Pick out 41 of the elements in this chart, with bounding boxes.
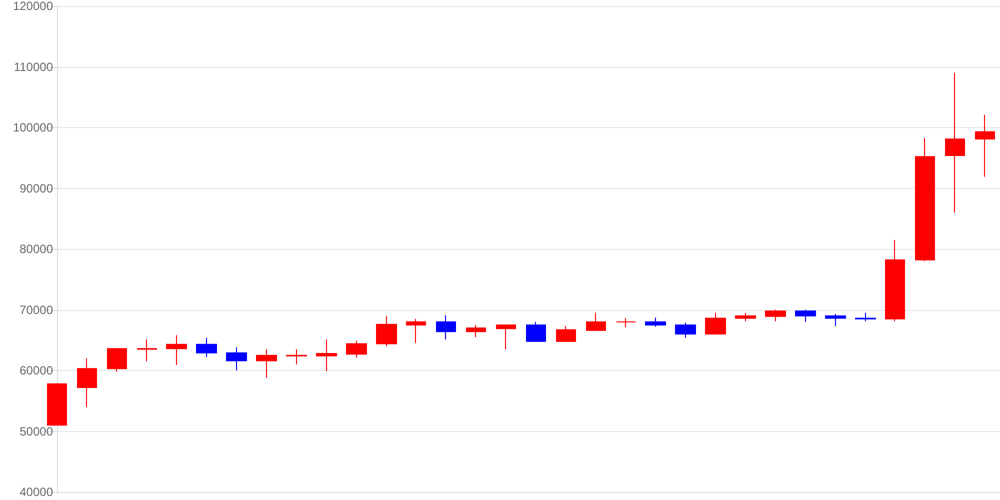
candlestick: [466, 324, 486, 338]
candlestick: [526, 321, 546, 342]
candlestick: [196, 337, 217, 358]
y-tick-label: 70000: [20, 302, 54, 317]
candlestick: [586, 312, 606, 332]
candlestick: [975, 114, 995, 178]
candlestick: [645, 317, 666, 328]
y-tick-label: 110000: [14, 60, 54, 74]
candlestick: [226, 346, 247, 371]
candlestick: [137, 339, 157, 362]
y-tick-label: 40000: [20, 485, 54, 499]
candlestick: [705, 312, 726, 335]
y-tick-label: 100000: [12, 120, 54, 134]
candlestick: [825, 314, 846, 327]
candlestick: [107, 348, 127, 372]
candlestick: [735, 312, 756, 322]
candlestick: [945, 72, 965, 214]
candlestick: [346, 340, 367, 358]
candlestick: [406, 318, 426, 344]
candlestick: [496, 324, 516, 350]
y-tick-label: 60000: [20, 364, 54, 378]
y-tick-label: 90000: [20, 181, 54, 196]
candlestick: [316, 339, 337, 372]
candlestick: [915, 137, 935, 262]
candlestick: [376, 315, 397, 347]
candlestick: [256, 348, 277, 378]
candlestick: [795, 309, 816, 322]
candlestick: [765, 309, 786, 322]
y-tick-label: 50000: [20, 424, 54, 438]
candlestick: [47, 382, 67, 426]
y-tick-label: 120000: [12, 0, 54, 13]
candlestick: [885, 239, 905, 322]
y-tick-label: 80000: [20, 242, 54, 256]
candlestick: [166, 334, 187, 366]
candlestick: [286, 348, 307, 365]
candlestick: [675, 322, 696, 338]
candlestick: [556, 326, 576, 342]
candlestick: [436, 314, 456, 340]
candlestick: [855, 312, 876, 322]
candlestick: [77, 358, 97, 408]
candlestick: [616, 318, 636, 328]
